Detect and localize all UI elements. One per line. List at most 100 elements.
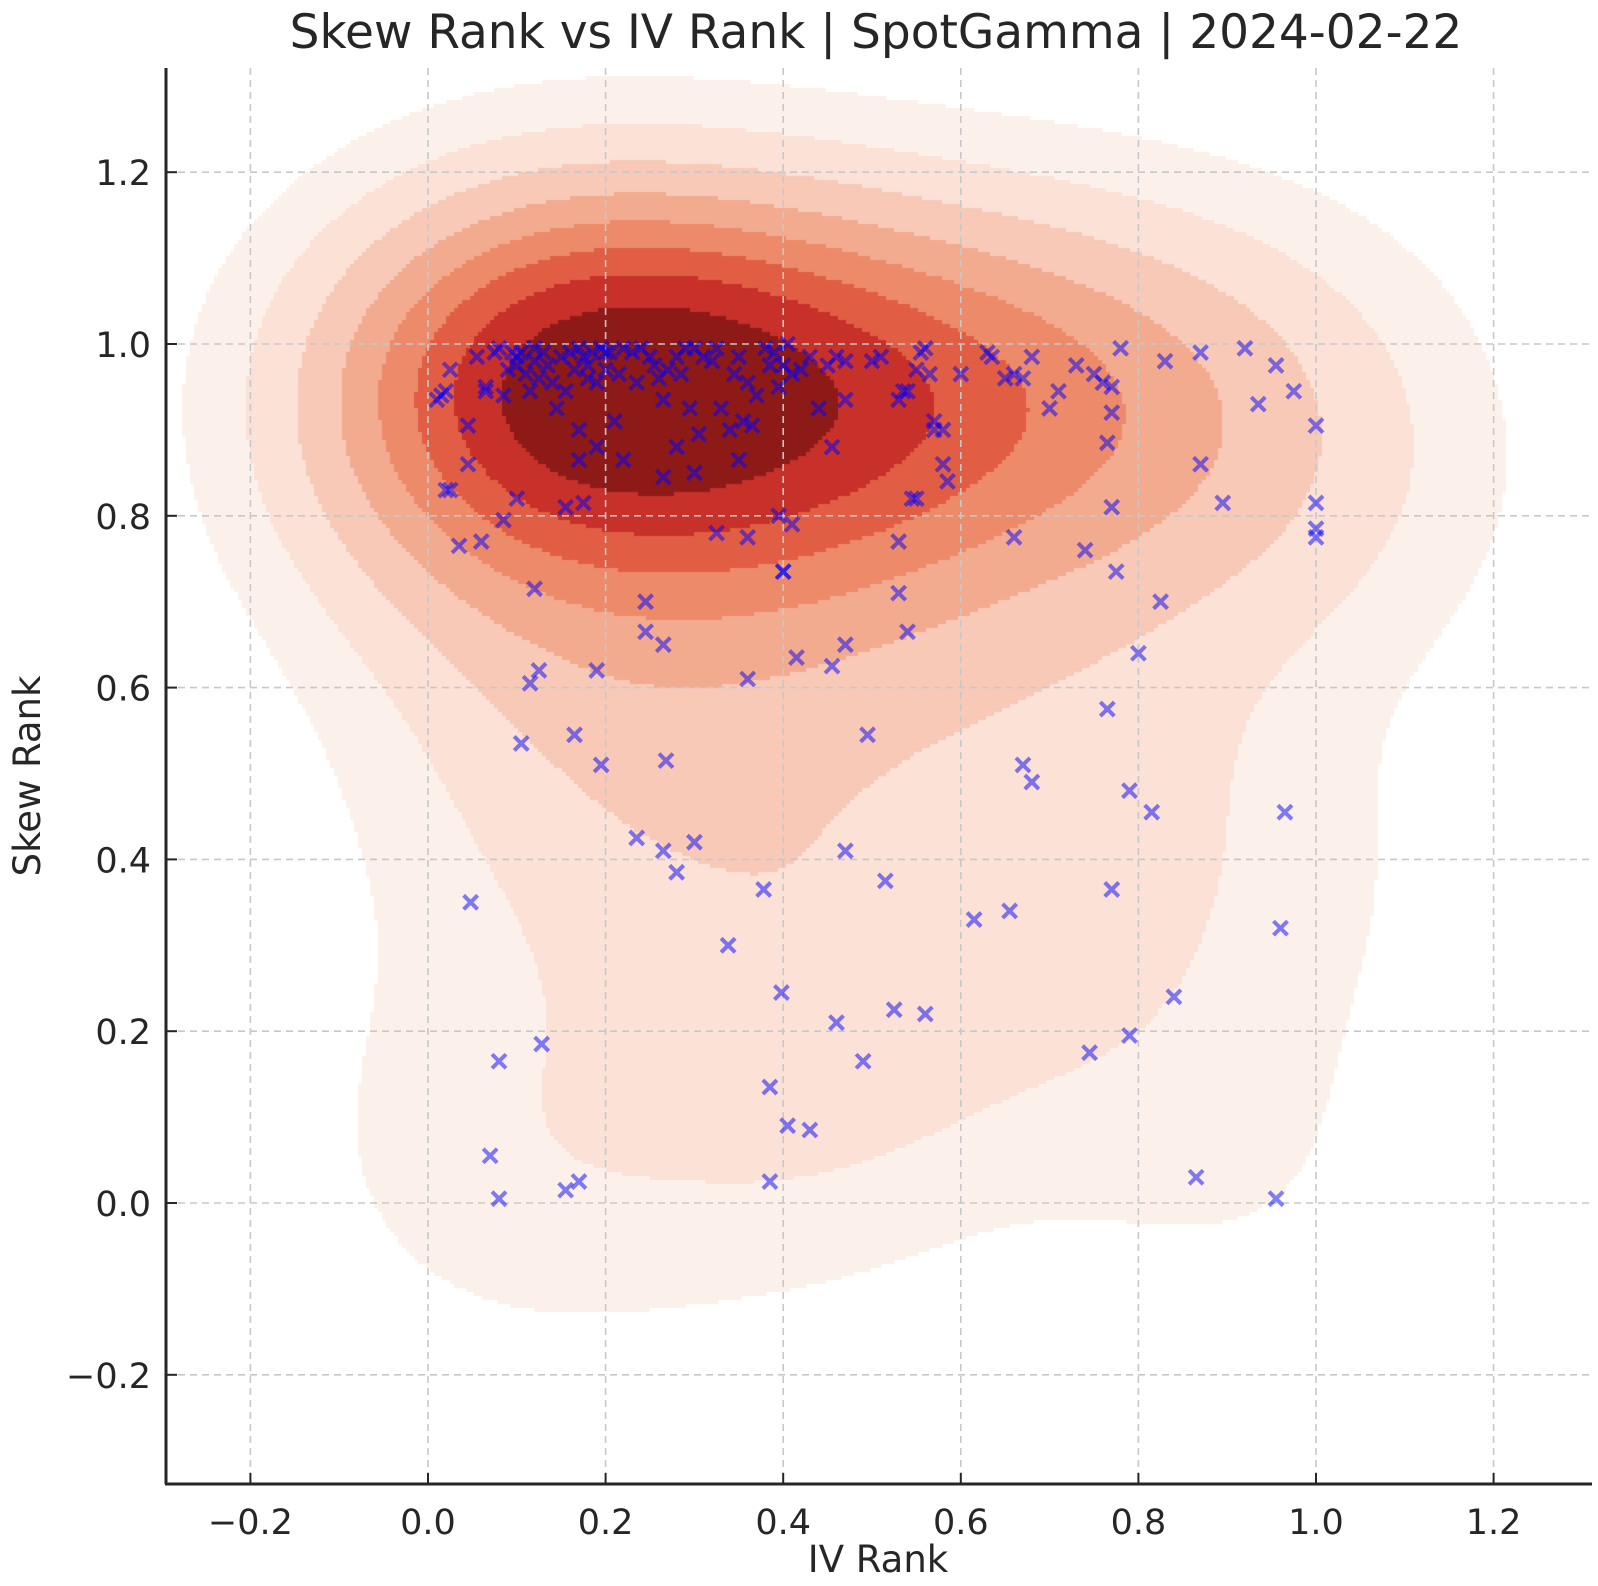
scatter-point [1041, 400, 1059, 417]
scatter-point [657, 752, 675, 770]
scatter-point [1192, 455, 1209, 473]
x-tick-label: 0.8 [1111, 1503, 1167, 1543]
scatter-point [628, 829, 646, 847]
scatter-point [876, 872, 894, 890]
scatter-point [996, 369, 1014, 387]
scatter-point [1249, 395, 1267, 413]
scatter-point [925, 421, 943, 439]
scatter-point [574, 348, 592, 366]
scatter-point [495, 387, 512, 404]
scatter-point [654, 391, 672, 409]
scatter-point [588, 374, 606, 392]
scatter-point [450, 537, 468, 555]
y-tick-label: 1.0 [95, 326, 151, 366]
scatter-point [543, 374, 561, 392]
scatter-point [836, 352, 854, 370]
scatter-point [1272, 919, 1289, 937]
scatter-point [836, 391, 854, 409]
scatter-point [916, 339, 934, 357]
scatter-point [783, 515, 801, 533]
scatter-point [468, 348, 486, 366]
scatter-point [614, 451, 632, 469]
x-axis-ticks: −0.2 0.0 0.2 0.4 0.6 0.8 1.0 1.2 [208, 1473, 1522, 1543]
scatter-point [748, 387, 765, 404]
y-tick-label: 0.4 [95, 841, 151, 881]
scatter-point [579, 369, 597, 387]
scatter-point [779, 1117, 797, 1135]
scatter-point [623, 344, 641, 362]
scatter-point [654, 636, 672, 654]
scatter-point [1098, 700, 1116, 718]
y-tick-label: 1.2 [95, 154, 151, 194]
scatter-point [526, 580, 543, 598]
scatter-point [654, 842, 672, 860]
scatter-point [725, 365, 743, 383]
scatter-point [570, 421, 588, 439]
scatter-point [490, 1052, 508, 1070]
scatter-point [1165, 988, 1183, 1006]
scatter-point [801, 1121, 819, 1139]
scatter-point [570, 451, 588, 469]
scatter-point [739, 374, 757, 392]
scatter-point [719, 936, 737, 954]
scatter-point [823, 657, 841, 675]
scatter-point [734, 412, 752, 430]
scatter-point [557, 498, 575, 516]
x-tick-label: 1.2 [1466, 1503, 1522, 1543]
scatter-point [628, 374, 646, 392]
chart-title: Skew Rank vs IV Rank | SpotGamma | 2024-… [290, 5, 1463, 60]
scatter-point [939, 473, 956, 490]
scatter-point [570, 339, 588, 357]
scatter-points [428, 335, 1325, 1208]
scatter-point [490, 339, 508, 357]
x-tick-label: −0.2 [208, 1503, 293, 1543]
scatter-point [792, 361, 810, 379]
scatter-point [899, 623, 916, 641]
scatter-point [703, 352, 721, 370]
scatter-point [890, 533, 908, 550]
scatter-point [761, 1173, 779, 1190]
scatter-point [894, 382, 912, 400]
scatter-point [1107, 563, 1125, 581]
scatter-point [672, 365, 690, 383]
scatter-point [1103, 881, 1121, 898]
scatter-point [681, 400, 699, 417]
scatter-point [539, 357, 557, 374]
scatter-point [441, 361, 459, 379]
scatter-point [761, 357, 779, 374]
scatter-point [477, 378, 495, 396]
scatter-point [508, 490, 526, 508]
scatter-point [730, 348, 748, 366]
scatter-point [1214, 494, 1232, 512]
x-axis-label: IV Rank [808, 1538, 949, 1581]
scatter-point [1076, 541, 1094, 559]
scatter-point [694, 348, 712, 366]
scatter-point [755, 881, 773, 898]
scatter-point [521, 674, 539, 692]
scatter-point [592, 756, 610, 774]
y-tick-label: −0.2 [66, 1357, 151, 1397]
scatter-point [1307, 494, 1325, 512]
scatter-point [965, 911, 983, 928]
scatter-point [521, 382, 539, 400]
scatter-point [983, 348, 1001, 366]
y-tick-label: 0.8 [95, 498, 151, 538]
scatter-point [721, 421, 739, 439]
scatter-point [743, 417, 761, 435]
scatter-point [462, 893, 480, 911]
scatter-point [1103, 404, 1121, 422]
scatter-point [836, 842, 854, 860]
scatter-point [934, 455, 952, 473]
scatter-point [903, 490, 921, 508]
scatter-point [1156, 352, 1174, 370]
scatter-point [588, 438, 606, 456]
scatter-point [526, 339, 543, 357]
scatter-point [481, 1147, 499, 1165]
scatter-point [783, 365, 801, 383]
scatter-point [1023, 348, 1041, 366]
y-axis-label: Skew Rank [6, 675, 49, 876]
scatter-point [765, 344, 783, 362]
scatter-point [574, 494, 592, 512]
scatter-point [606, 412, 623, 430]
